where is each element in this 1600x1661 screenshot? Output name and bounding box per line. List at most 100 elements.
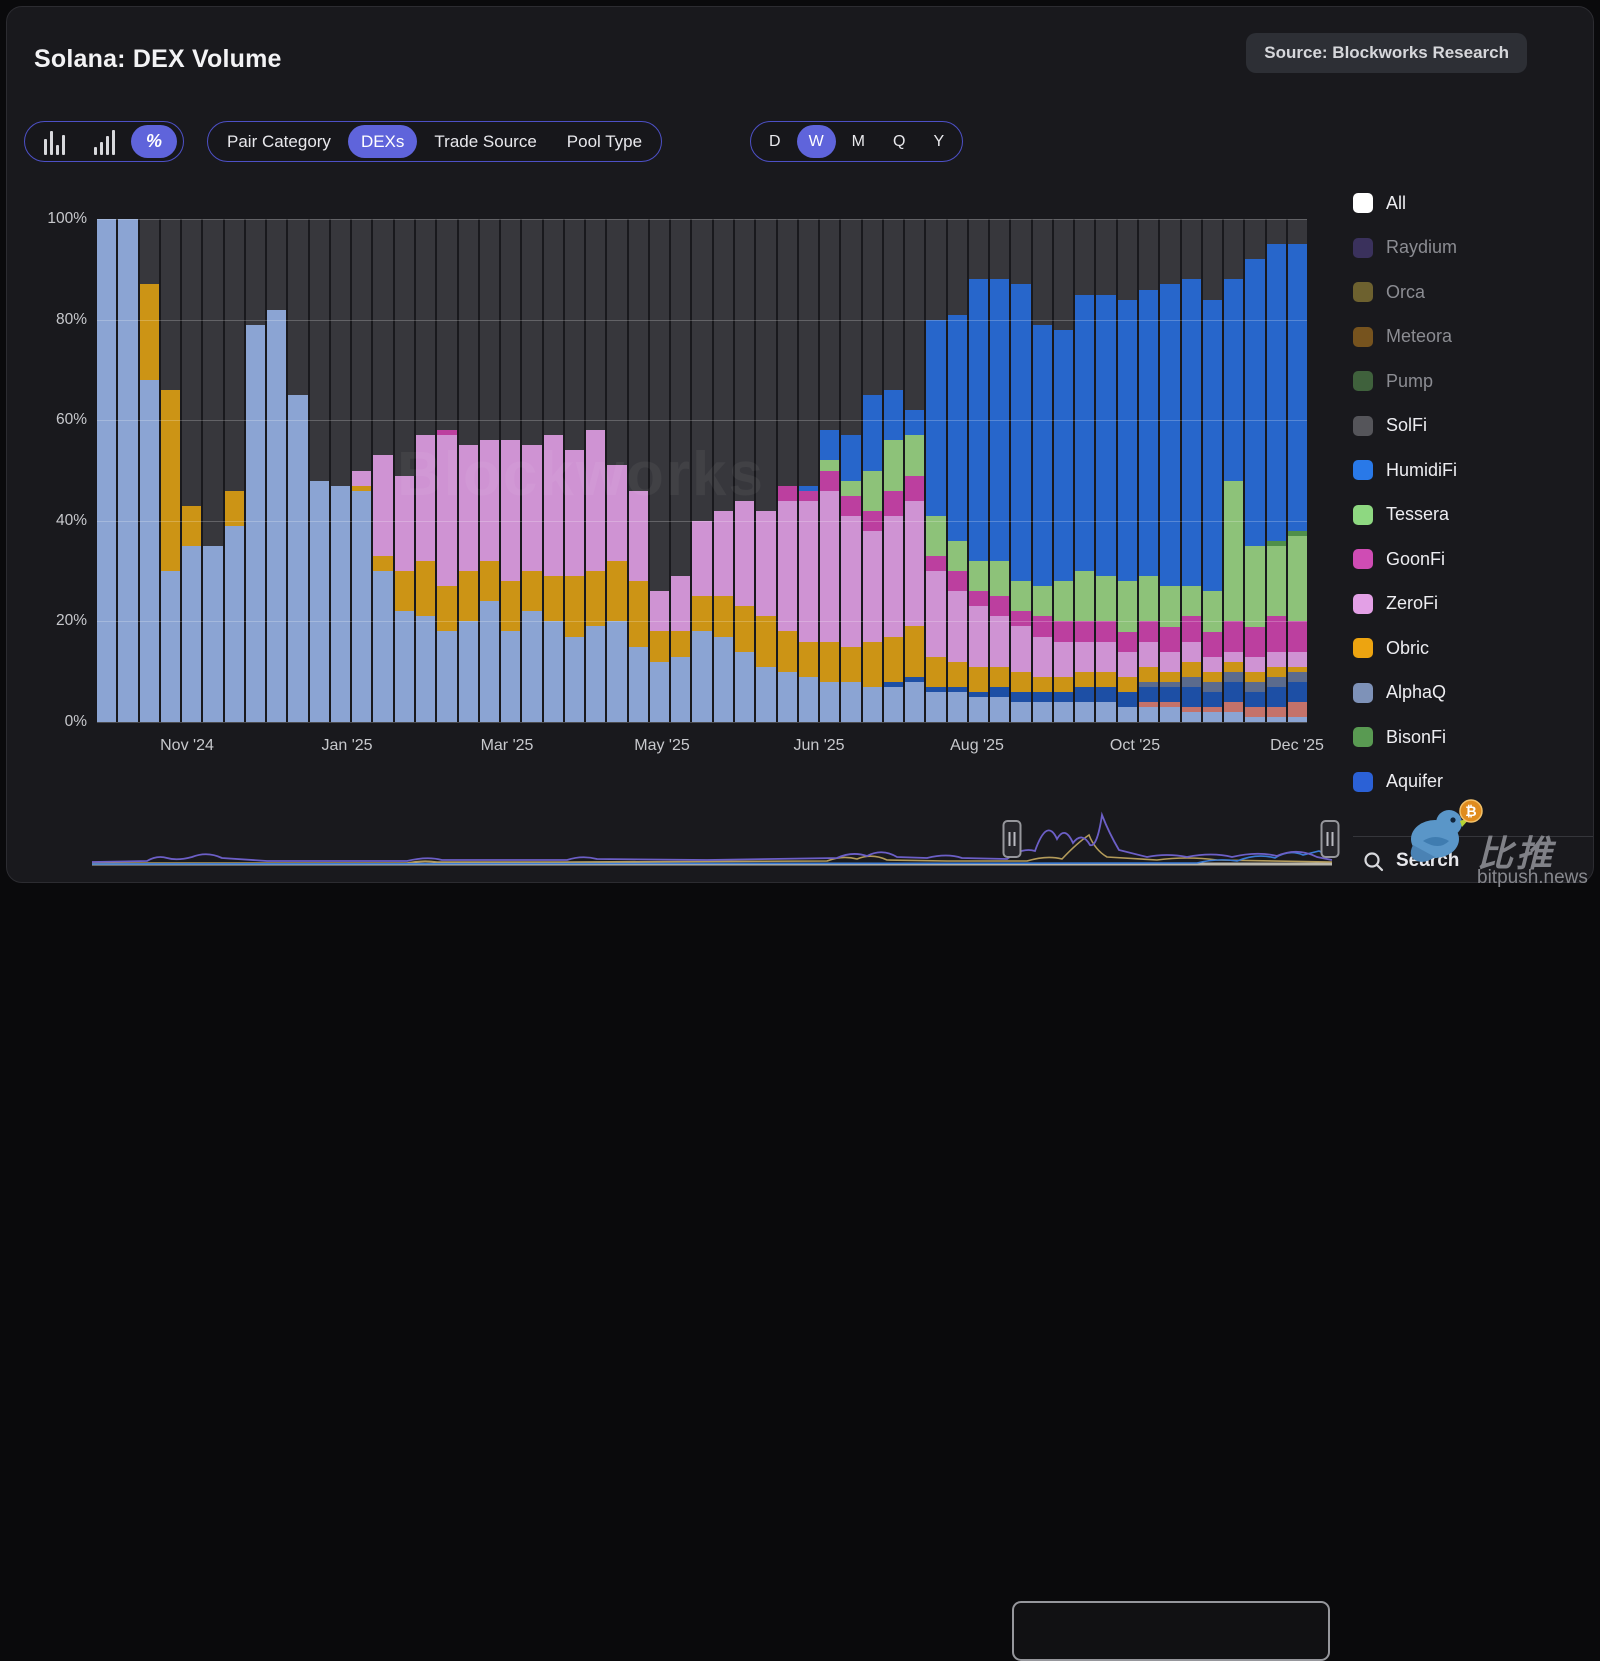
bar[interactable]: [1032, 219, 1052, 722]
bar[interactable]: [1202, 219, 1223, 722]
bar[interactable]: [309, 219, 329, 722]
bar[interactable]: [1075, 219, 1095, 722]
bar-segment-alphaq: [820, 681, 840, 722]
bar-segment-solfi: [1202, 219, 1223, 300]
bar-segment-bisonfi: [1287, 530, 1308, 536]
bar[interactable]: [1245, 219, 1265, 722]
bar[interactable]: [182, 219, 202, 722]
bar[interactable]: [330, 219, 351, 722]
bar[interactable]: [968, 219, 989, 722]
legend-item-bisonfi[interactable]: BisonFi: [1353, 727, 1457, 747]
bar[interactable]: [990, 219, 1010, 722]
bar[interactable]: [564, 219, 585, 722]
legend-item-tessera[interactable]: Tessera: [1353, 504, 1457, 525]
bar[interactable]: [926, 219, 946, 722]
bar[interactable]: [1287, 219, 1308, 722]
bar-segment-solfi: [373, 219, 393, 456]
ascending-bars-icon-button[interactable]: [81, 125, 127, 158]
bar[interactable]: [97, 219, 117, 722]
granularity-y[interactable]: Y: [933, 132, 945, 150]
bar[interactable]: [415, 219, 436, 722]
bar[interactable]: [160, 219, 181, 722]
bar[interactable]: [203, 219, 223, 722]
bar[interactable]: [947, 219, 967, 722]
bar[interactable]: [224, 219, 244, 722]
legend-item-solfi[interactable]: SolFi: [1353, 415, 1457, 436]
bar-segment-solfi: [564, 219, 585, 451]
bar[interactable]: [713, 219, 733, 722]
bar[interactable]: [1053, 219, 1074, 722]
bar-segment-zerofi: [1139, 641, 1159, 667]
bar-segment-alphaq: [1075, 701, 1095, 722]
bar[interactable]: [1224, 219, 1244, 722]
timeline-navigator[interactable]: [7, 793, 1600, 1661]
bar[interactable]: [245, 219, 266, 722]
bar[interactable]: [543, 219, 563, 722]
bar-segment-alphaq: [330, 485, 351, 722]
bar-segment-solfi: [947, 219, 967, 315]
bar[interactable]: [139, 219, 159, 722]
navigator-right-handle[interactable]: [1320, 820, 1340, 858]
bar[interactable]: [437, 219, 457, 722]
legend-item-orca[interactable]: Orca: [1353, 282, 1457, 302]
bar[interactable]: [394, 219, 414, 722]
legend-item-alphaq[interactable]: AlphaQ: [1353, 682, 1457, 703]
bar[interactable]: [267, 219, 287, 722]
bar[interactable]: [607, 219, 627, 722]
bar[interactable]: [756, 219, 776, 722]
bar[interactable]: [1181, 219, 1201, 722]
bar[interactable]: [352, 219, 372, 722]
bar[interactable]: [1266, 219, 1286, 722]
bar-segment-tessera: [1139, 576, 1159, 622]
bar[interactable]: [118, 219, 138, 722]
bar[interactable]: [883, 219, 904, 722]
bar[interactable]: [288, 219, 308, 722]
bar[interactable]: [671, 219, 691, 722]
bar[interactable]: [692, 219, 712, 722]
bar[interactable]: [841, 219, 861, 722]
bar[interactable]: [628, 219, 648, 722]
bar-segment-alphaq: [160, 571, 181, 722]
bar[interactable]: [458, 219, 478, 722]
bar[interactable]: [777, 219, 797, 722]
bar[interactable]: [1117, 219, 1138, 722]
filter-tab-pair-category[interactable]: Pair Category: [227, 131, 331, 151]
bar[interactable]: [820, 219, 840, 722]
bar[interactable]: [1160, 219, 1180, 722]
legend-item-humidifi[interactable]: HumidiFi: [1353, 460, 1457, 480]
percent-icon-button[interactable]: %: [131, 125, 177, 158]
legend-item-zerofi[interactable]: ZeroFi: [1353, 593, 1457, 614]
legend-item-obric[interactable]: Obric: [1353, 638, 1457, 658]
bar[interactable]: [649, 219, 670, 722]
granularity-q[interactable]: Q: [893, 132, 906, 150]
bar[interactable]: [862, 219, 882, 722]
legend-item-goonfi[interactable]: GoonFi: [1353, 549, 1457, 569]
navigator-left-handle[interactable]: [1002, 820, 1022, 858]
bar[interactable]: [501, 219, 521, 722]
legend-item-all[interactable]: All: [1353, 193, 1457, 213]
filter-tab-dexs[interactable]: DEXs: [347, 125, 418, 158]
legend-item-aquifer[interactable]: Aquifer: [1353, 771, 1457, 792]
legend-item-meteora[interactable]: Meteora: [1353, 326, 1457, 347]
legend-item-raydium[interactable]: Raydium: [1353, 237, 1457, 258]
granularity-m[interactable]: M: [851, 132, 865, 150]
filter-tab-trade-source[interactable]: Trade Source: [434, 131, 537, 151]
bar[interactable]: [373, 219, 393, 722]
bar-segment-obric: [586, 571, 606, 627]
granularity-w[interactable]: W: [796, 125, 836, 158]
bar[interactable]: [1096, 219, 1116, 722]
bar[interactable]: [1011, 219, 1031, 722]
bar[interactable]: [479, 219, 500, 722]
legend-item-pump[interactable]: Pump: [1353, 371, 1457, 391]
bar-segment-tessera: [1032, 586, 1052, 617]
bar[interactable]: [1139, 219, 1159, 722]
granularity-d[interactable]: D: [769, 132, 781, 150]
bar[interactable]: [522, 219, 542, 722]
bar[interactable]: [905, 219, 925, 722]
bar[interactable]: [734, 219, 755, 722]
navigator-selection-window[interactable]: [1012, 1601, 1330, 1661]
bar-chart-icon-button[interactable]: [31, 125, 77, 158]
filter-tab-pool-type[interactable]: Pool Type: [566, 131, 643, 151]
bar[interactable]: [798, 219, 819, 722]
bar[interactable]: [586, 219, 606, 722]
